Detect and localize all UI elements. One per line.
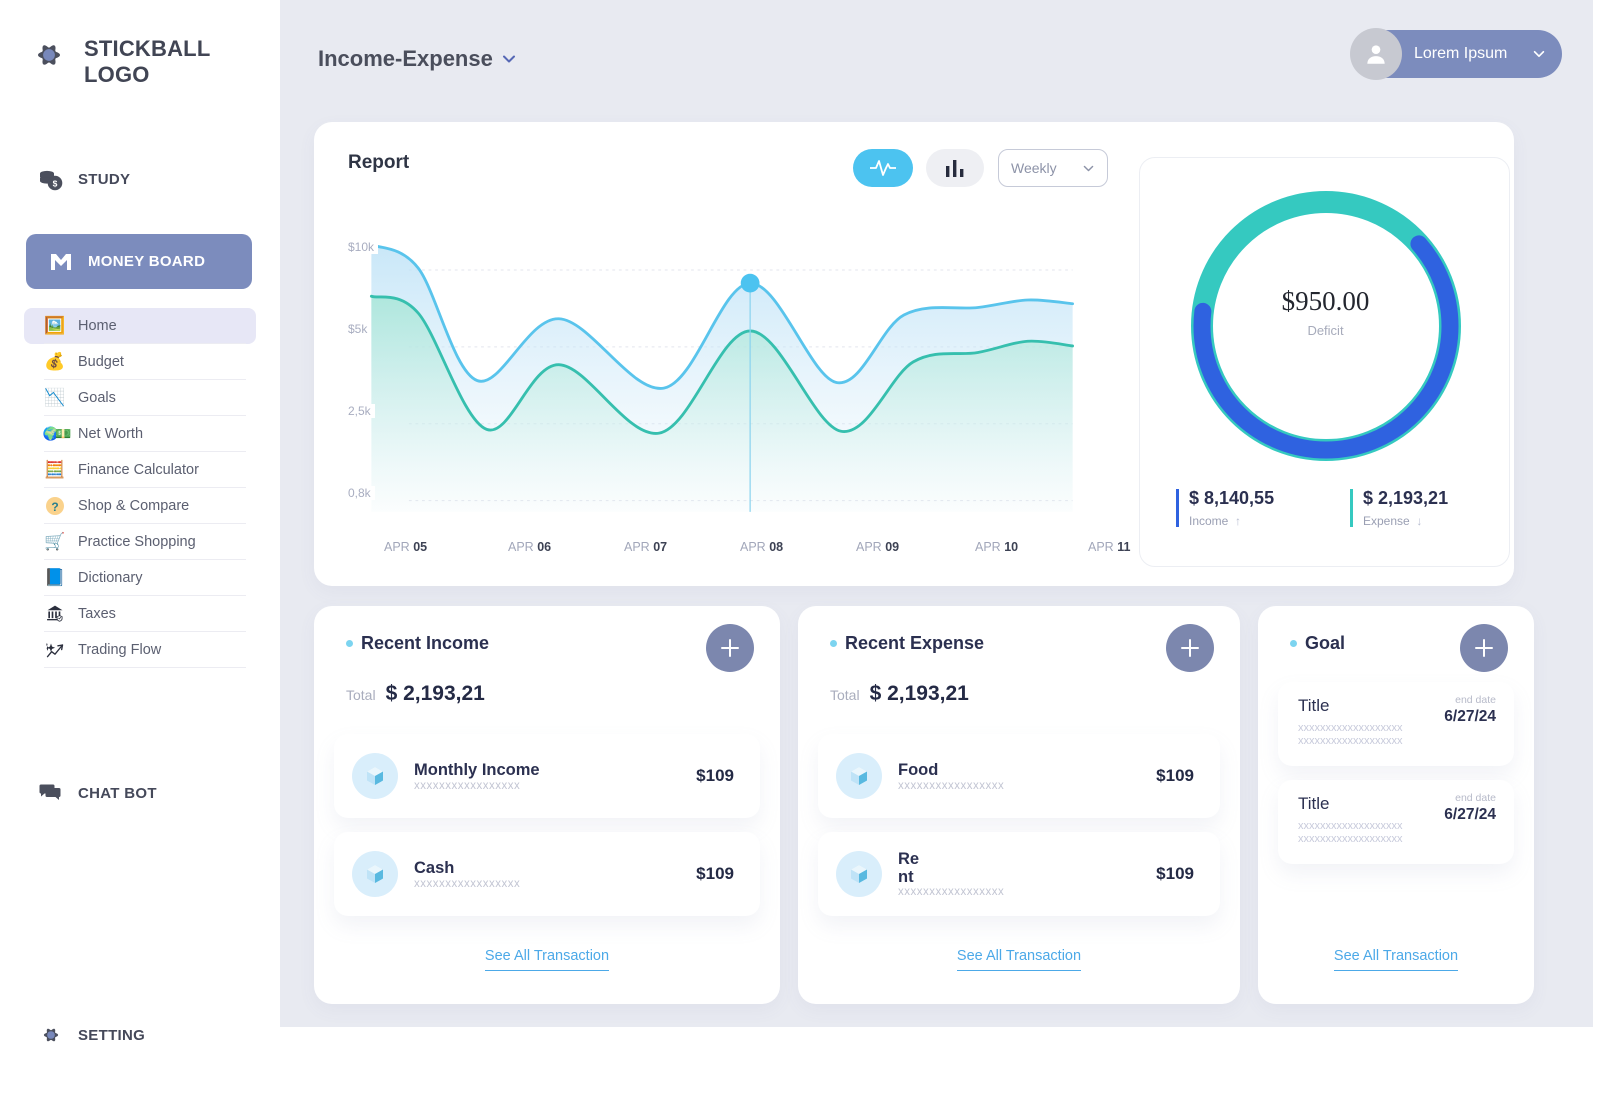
svg-text:$: $ (53, 179, 58, 189)
svg-text:?: ? (51, 500, 58, 514)
